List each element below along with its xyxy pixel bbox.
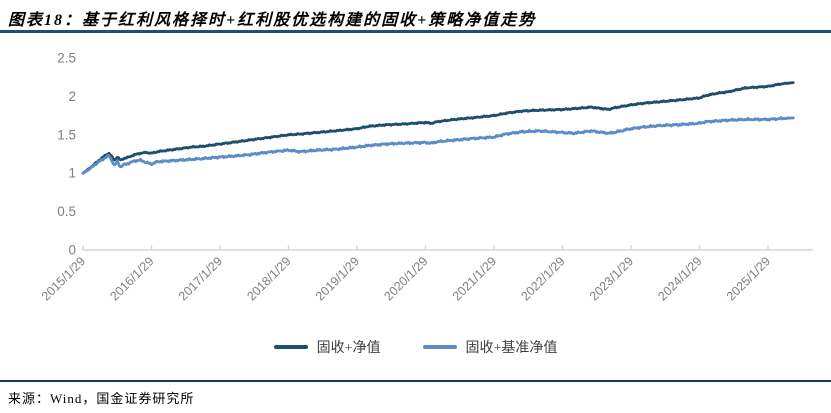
footer-divider-rule xyxy=(0,380,831,382)
y-tick-label: 1.5 xyxy=(57,127,76,142)
chart-legend: 固收+净值 固收+基准净值 xyxy=(0,336,831,358)
legend-item-benchmark: 固收+基准净值 xyxy=(422,337,558,357)
x-tick-label: 2024/1/29 xyxy=(655,254,704,303)
y-tick-label: 2 xyxy=(68,89,76,104)
y-tick-label: 0.5 xyxy=(57,204,76,219)
figure-source: 来源：Wind，国金证券研究所 xyxy=(8,391,195,406)
x-tick-label: 2023/1/29 xyxy=(587,254,636,303)
y-tick-label: 1 xyxy=(68,166,76,181)
series1-line-swatch xyxy=(273,345,308,349)
x-tick-label: 2015/1/29 xyxy=(39,254,88,303)
figure-title: 图表18：基于红利风格择时+红利股优选构建的固收+策略净值走势 xyxy=(8,12,537,29)
x-tick-label: 2020/1/29 xyxy=(381,254,430,303)
x-tick-label: 2017/1/29 xyxy=(176,254,225,303)
series2-line-swatch xyxy=(422,345,457,349)
title-divider-rule xyxy=(0,30,831,33)
x-tick-label: 2021/1/29 xyxy=(450,254,499,303)
y-tick-label: 0 xyxy=(68,243,76,258)
legend-label-portfolio: 固收+净值 xyxy=(316,341,381,356)
y-tick-label: 2.5 xyxy=(57,51,76,66)
x-tick-label: 2018/1/29 xyxy=(244,254,293,303)
legend-item-portfolio: 固收+净值 xyxy=(273,337,381,357)
legend-label-benchmark: 固收+基准净值 xyxy=(465,341,558,356)
series-line-benchmark xyxy=(81,116,795,175)
x-tick-label: 2016/1/29 xyxy=(107,254,156,303)
x-tick-label: 2025/1/29 xyxy=(724,254,773,303)
x-tick-label: 2022/1/29 xyxy=(518,254,567,303)
series-line-portfolio xyxy=(81,81,795,175)
x-tick-label: 2019/1/29 xyxy=(313,254,362,303)
